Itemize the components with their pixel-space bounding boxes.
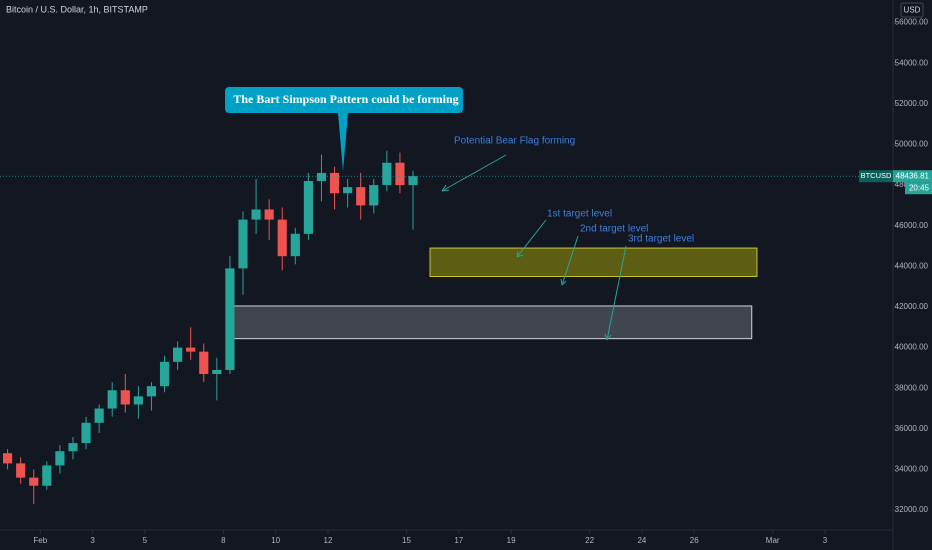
callout-text: The Bart Simpson Pattern could be formin… [233,92,458,106]
bear-flag-note: Potential Bear Flag forming [454,136,575,147]
candle-body [238,219,248,269]
candle-body [264,209,274,220]
y-tick-label: 40000.00 [895,343,929,352]
price-axis-bg [893,0,932,550]
currency-box [900,2,924,18]
arrow [606,245,627,341]
candle-body [42,465,52,486]
candle-body [212,369,222,375]
chart-title: Bitcoin / U.S. Dollar, 1h, BITSTAMP [6,4,148,14]
candle-body [107,390,117,409]
candle-body [343,187,353,194]
candle-body [369,185,379,206]
candle-body [225,268,235,370]
candle-body [29,477,39,486]
zones [226,247,758,340]
currency: USD [904,6,921,15]
target-note: 3rd target level [628,234,694,245]
x-tick-label: 26 [690,536,699,545]
candle-body [408,176,418,186]
candle-body [251,209,261,220]
x-tick-label: 12 [324,536,333,545]
x-tick-label: Mar [766,536,780,545]
symbol-box [859,170,893,183]
x-tick-label: 3 [823,536,828,545]
candle-body [81,422,91,444]
x-tick-label: 10 [271,536,280,545]
x-tick-label: 3 [90,536,95,545]
y-tick-label: 46000.00 [895,221,929,230]
candle-body [290,233,300,257]
symbol-label: BTCUSD [861,171,892,180]
arrow-head [604,333,612,341]
time-box [905,182,932,195]
x-tick-label: 22 [585,536,594,545]
callout-box [225,87,463,171]
candle-body [382,162,392,186]
annotations: The Bart Simpson Pattern could be formin… [225,87,694,341]
x-tick-label: 24 [637,536,646,545]
y-tick-label: 36000.00 [895,424,929,433]
candle-body [146,386,157,397]
arrow-head [516,250,524,258]
x-tick-label: 19 [507,536,516,545]
arrow [516,219,547,258]
candle-body [68,443,78,452]
candle-body [329,172,340,194]
candles [3,150,418,505]
x-tick-label: 8 [221,536,226,545]
y-tick-label: 38000.00 [895,383,929,392]
candle-body [186,347,196,352]
arrow-head [441,184,450,192]
candle-body [16,463,26,478]
target-note: 2nd target level [580,224,648,235]
candle-body [277,219,287,257]
candle-body [316,172,327,182]
y-tick-label: 44000.00 [895,261,929,270]
arrow [561,235,579,286]
y-tick-label: 54000.00 [895,58,929,67]
candle-body [395,162,405,186]
x-tick-label: 17 [454,536,463,545]
y-tick-label: 32000.00 [895,505,929,514]
y-tick-label: 52000.00 [895,99,929,108]
price-zone [429,247,758,278]
x-tick-label: Feb [33,536,47,545]
candle-body [3,453,13,464]
arrow-head [560,278,567,286]
y-tick-label: 42000.00 [895,302,929,311]
candle-body [199,351,209,375]
price-box [893,170,932,183]
candle-body [173,347,183,362]
candle-body [120,390,130,405]
candle-body [356,187,366,206]
x-tick-label: 5 [143,536,148,545]
candle-body [94,408,104,423]
y-tick-label: 56000.00 [895,18,929,27]
arrow [441,154,507,192]
candle-body [303,181,313,234]
candle-body [159,361,170,387]
candle-body [133,396,143,405]
y-tick-label: 34000.00 [895,465,929,474]
price-zone [226,305,753,340]
y-tick-label: 50000.00 [895,140,929,149]
price-label: 48436.81 [896,171,930,180]
candle-body [55,451,65,466]
x-tick-label: 15 [402,536,411,545]
time-label: 20:45 [909,183,930,192]
target-note: 1st target level [547,209,612,220]
